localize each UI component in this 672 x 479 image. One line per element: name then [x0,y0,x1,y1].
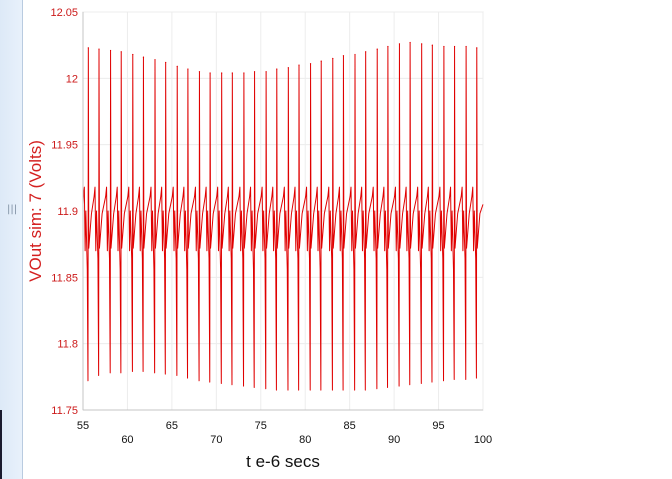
spike-peak-point [276,68,278,70]
spike-peak-point [365,51,367,53]
spike-peak-point [476,47,478,49]
spike-peak-point [132,53,134,56]
spike-peak-point [287,67,289,69]
spike-peak-point [87,47,89,49]
series-lines [82,41,484,391]
spike-peak-point [154,59,156,61]
spike-peak-point [398,43,401,45]
y-tick-label: 12 [66,73,78,85]
x-tick-label: 55 [77,420,89,432]
spike-peak-point [253,71,256,73]
spike-peak-point [98,48,100,50]
spike-peak-point [209,72,211,74]
x-tick-labels: 55 65 75 85 95 60 70 80 90 100 [77,420,492,446]
spike-peak-point [387,45,389,48]
y-tick-label: 11.95 [51,140,78,152]
spike-peak-point [187,68,189,70]
spike-peak-point [421,43,423,45]
grip-vertical-icon[interactable]: ||| [7,204,18,215]
spike-peak-point [409,41,411,44]
y-axis-label: VOut sim: 7 (Volts) [26,140,45,282]
spike-peak-point [165,61,167,64]
x-tick-label: 95 [432,420,444,432]
spike-peak-point [198,71,201,73]
x-tick-label: 65 [166,420,178,432]
spike-peak-point [120,51,122,53]
spike-peak-point [109,49,112,52]
x-tick-label: 60 [121,434,133,446]
spike-peak-point [332,57,334,60]
spike-peak-point [265,71,267,73]
x-tick-label: 70 [210,434,222,446]
spike-peak-point [465,45,467,48]
y-tick-labels: 11.75 11.8 11.85 11.9 11.95 12 12.05 [50,7,78,417]
spike-peak-point [243,72,245,74]
spike-peak-point [431,44,433,46]
y-tick-label: 11.75 [51,405,78,417]
x-tick-label: 75 [255,420,267,432]
spike-peak-point [142,56,145,58]
x-tick-label: 90 [388,434,400,446]
series-line-vout [82,42,484,391]
x-tick-label: 80 [299,434,311,446]
spike-peak-point [298,64,300,66]
x-tick-label: 100 [474,434,492,446]
y-tick-label: 11.9 [57,206,78,218]
spike-peak-point [354,53,356,56]
x-tick-label: 85 [344,420,356,432]
y-tick-label: 11.85 [51,272,78,284]
spike-peak-point [231,72,233,74]
panel-edge-accent [0,410,2,479]
y-tick-label: 11.8 [57,339,78,351]
spike-peak-point [376,48,378,50]
spike-peak-point [176,65,178,67]
grid-lines [82,11,484,411]
spike-peak-point [443,45,445,48]
spike-peak-point [221,72,223,74]
spike-peak-point [320,60,322,62]
spike-peak-point [342,55,345,57]
spike-peak-point [309,63,312,65]
spike-peak-point [453,45,456,48]
y-tick-label: 12.05 [50,7,78,19]
x-axis-label: t e-6 secs [246,452,320,471]
left-splitter-panel[interactable]: ||| [0,0,23,479]
